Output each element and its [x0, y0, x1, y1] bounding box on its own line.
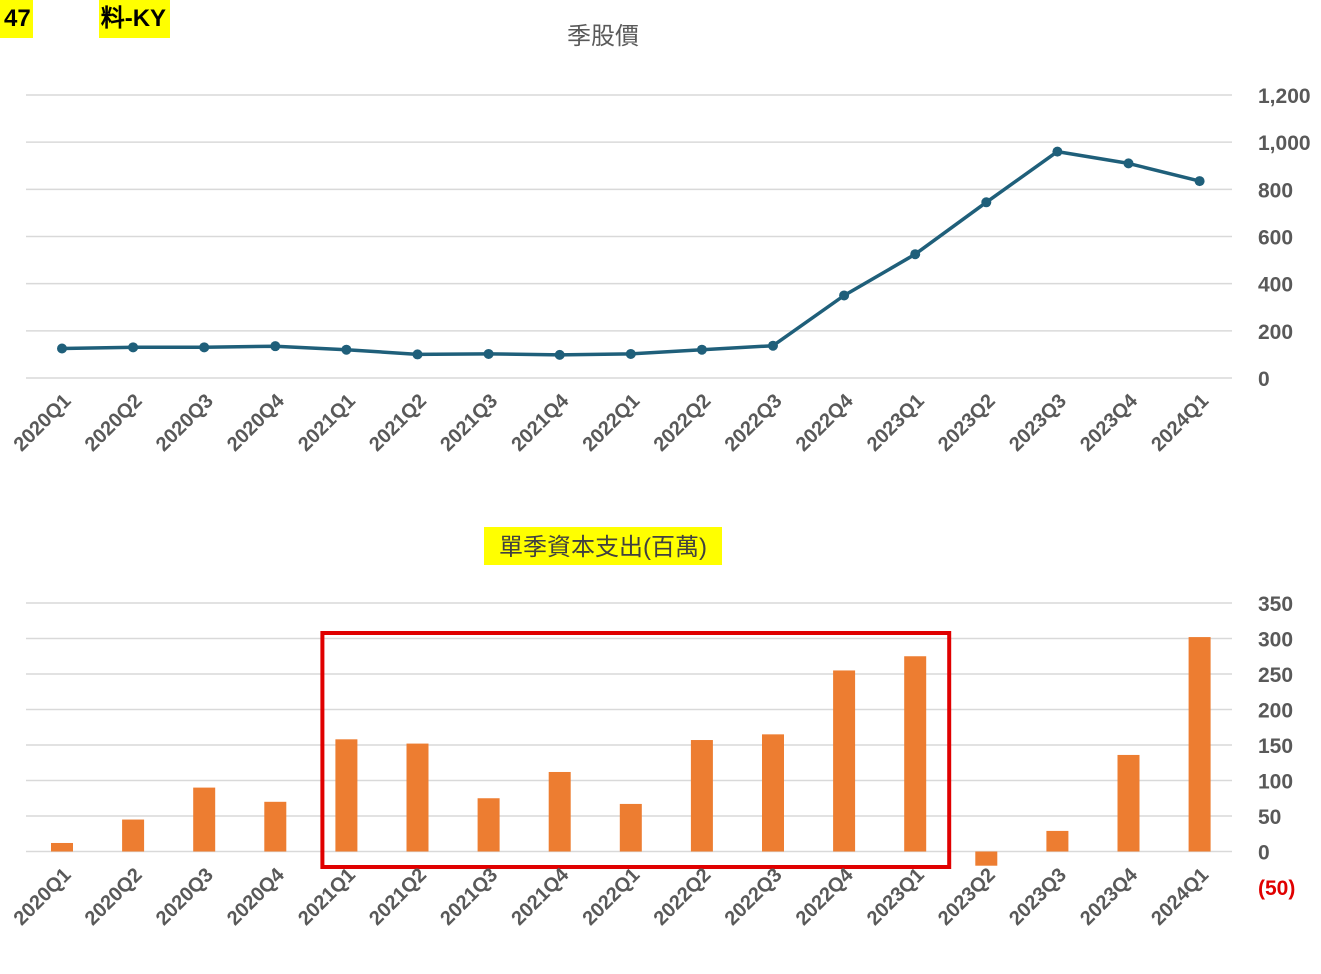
x-tick-label: 2022Q2 [650, 390, 716, 456]
x-tick-label: 2020Q4 [223, 863, 290, 930]
x-tick-label: 2021Q2 [365, 864, 431, 930]
x-tick-label: 2023Q1 [863, 864, 929, 930]
x-tick-label: 2020Q1 [10, 864, 76, 930]
y-tick-label: 150 [1258, 735, 1293, 758]
chart-title: 季股價 [567, 23, 639, 50]
x-tick-label: 2021Q1 [294, 390, 360, 456]
x-tick-label: 2023Q1 [863, 390, 929, 456]
price-point [270, 341, 281, 352]
x-tick-label: 2021Q3 [436, 864, 502, 930]
x-tick-label: 2024Q1 [1147, 864, 1213, 930]
price-series-line [61, 149, 1201, 357]
capex-bar [335, 739, 358, 852]
y-tick-label: 0 [1258, 842, 1270, 865]
y-tick-label: 800 [1258, 179, 1293, 202]
x-tick-label: 2023Q2 [934, 390, 1000, 456]
price-point [768, 340, 778, 351]
company-badge: 47 料-KY [0, 0, 171, 38]
capex-bar [904, 656, 927, 852]
price-point [1194, 176, 1205, 187]
capex-chart: 單季資本支出(百萬) (50) 0 50 100 150 200 250 300 350 2020Q… [10, 527, 1295, 930]
x-tick-label: 2023Q3 [1005, 390, 1071, 456]
capex-bar [406, 743, 429, 852]
x-tick-label: 2021Q2 [365, 390, 431, 456]
y-tick-label: 1,200 [1258, 85, 1311, 108]
capex-bar [548, 771, 571, 852]
x-tick-label: 2023Q4 [1076, 389, 1143, 456]
y-tick-label: 0 [1258, 368, 1270, 391]
y-tick-label: 1,000 [1258, 132, 1311, 155]
y-tick-label: 200 [1258, 321, 1293, 344]
price-point [625, 348, 636, 359]
x-tick-label: 2022Q1 [578, 390, 644, 456]
capex-bar [477, 798, 500, 852]
x-tick-label: 2020Q4 [223, 389, 290, 456]
capex-bar [619, 803, 642, 852]
y-tick-label: 600 [1258, 227, 1293, 250]
capex-bar [193, 787, 216, 852]
price-point [128, 342, 139, 353]
capex-bar [690, 740, 713, 852]
x-tick-label: 2020Q2 [81, 390, 147, 456]
x-tick-label: 2023Q2 [934, 864, 1000, 930]
y-tick-label: 400 [1258, 274, 1293, 297]
y-tick-label: 200 [1258, 700, 1293, 723]
price-point [483, 348, 494, 359]
x-tick-label: 2023Q3 [1005, 864, 1071, 930]
x-tick-label: 2022Q3 [721, 390, 787, 456]
x-tick-label: 2021Q4 [507, 389, 574, 456]
price-point [341, 344, 352, 355]
price-point [199, 342, 210, 353]
x-tick-label: 2020Q3 [152, 390, 218, 456]
x-tick-label: 2022Q2 [650, 864, 716, 930]
x-tick-label: 2020Q2 [81, 864, 147, 930]
capex-bar [762, 734, 784, 852]
price-point [981, 197, 992, 208]
x-tick-label: 2021Q1 [294, 864, 360, 930]
price-point [1052, 146, 1063, 157]
x-tick-label: 2022Q1 [578, 864, 644, 930]
capex-bar [975, 851, 998, 866]
x-tick-label: 2023Q4 [1076, 863, 1143, 930]
capex-bar [1188, 637, 1211, 852]
x-tick-label: 2022Q4 [792, 389, 859, 456]
price-point [696, 344, 707, 355]
x-tick-label: 2022Q3 [721, 864, 787, 930]
capex-bar [833, 670, 856, 852]
highlight-box [320, 631, 952, 869]
company-code: 47 [0, 0, 33, 38]
price-point [554, 349, 565, 360]
capex-bar [122, 819, 145, 852]
price-point [1123, 158, 1134, 169]
capex-bar [1046, 830, 1069, 852]
price-point [57, 343, 67, 354]
y-tick-label: 50 [1258, 806, 1281, 829]
x-tick-label: 2022Q4 [792, 863, 859, 930]
price-point [839, 290, 850, 301]
chart-title: 單季資本支出(百萬) [499, 534, 707, 561]
x-tick-label: 2021Q4 [507, 863, 574, 930]
x-tick-label: 2024Q1 [1147, 390, 1213, 456]
x-tick-label: 2020Q1 [10, 390, 76, 456]
company-name-suffix: 料-KY [98, 0, 171, 38]
capex-bar [1117, 754, 1140, 852]
y-tick-label: 350 [1258, 593, 1293, 616]
price-point [910, 249, 921, 260]
chart-title-highlight [484, 527, 722, 565]
y-tick-label: 250 [1258, 664, 1293, 687]
capex-bar [51, 842, 73, 852]
redacted-name [32, 0, 99, 38]
x-tick-label: 2020Q3 [152, 864, 218, 930]
y-tick-label: (50) [1258, 877, 1295, 900]
x-tick-label: 2021Q3 [436, 390, 502, 456]
capex-bar [264, 801, 287, 852]
y-tick-label: 100 [1258, 771, 1293, 794]
y-tick-label: 300 [1258, 629, 1293, 652]
price-point [412, 349, 423, 360]
